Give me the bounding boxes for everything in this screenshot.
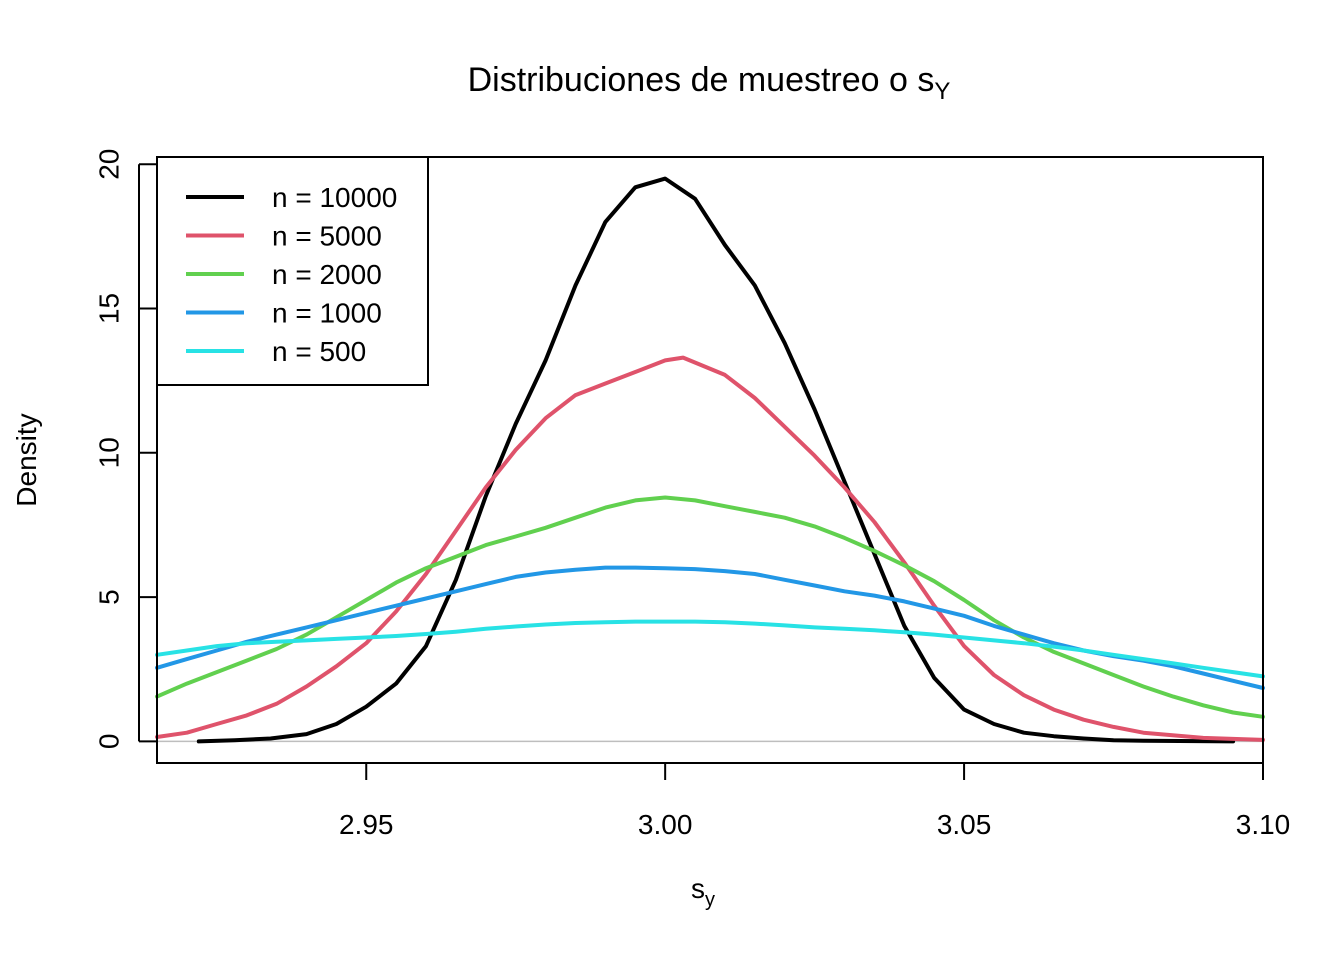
y-tick-label-1: 5 bbox=[93, 589, 124, 605]
series-line-0 bbox=[196, 176, 1236, 744]
legend-label-1: n = 5000 bbox=[272, 221, 382, 252]
y-tick-label-0: 0 bbox=[93, 734, 124, 750]
x-tick-label-2: 3.05 bbox=[937, 809, 992, 840]
series-line-1 bbox=[155, 355, 1265, 742]
x-tick-label-1: 3.00 bbox=[638, 809, 693, 840]
y-tick-label-3: 15 bbox=[93, 293, 124, 324]
legend-label-4: n = 500 bbox=[272, 336, 366, 367]
legend: n = 10000 n = 5000 n = 2000 n = 1000 n = 500 bbox=[156, 156, 429, 386]
x-axis: 2.95 3.00 3.05 3.10 bbox=[339, 763, 1290, 840]
x-axis-label: sy bbox=[691, 873, 715, 911]
plot-area bbox=[155, 176, 1265, 744]
plot-frame bbox=[156, 156, 1264, 764]
y-tick-label-2: 10 bbox=[93, 437, 124, 468]
legend-label-0: n = 10000 bbox=[272, 182, 397, 213]
y-axis: 0 5 10 15 20 bbox=[93, 149, 157, 750]
y-tick-label-4: 20 bbox=[93, 149, 124, 180]
y-axis-label: Density bbox=[11, 413, 42, 506]
x-tick-label-3: 3.10 bbox=[1236, 809, 1291, 840]
legend-label-2: n = 2000 bbox=[272, 259, 382, 290]
series-line-2 bbox=[155, 495, 1265, 719]
legend-label-3: n = 1000 bbox=[272, 298, 382, 329]
series-line-4 bbox=[155, 619, 1265, 679]
x-tick-label-0: 2.95 bbox=[339, 809, 394, 840]
chart-title: Distribuciones de muestreo o sY bbox=[468, 61, 951, 105]
